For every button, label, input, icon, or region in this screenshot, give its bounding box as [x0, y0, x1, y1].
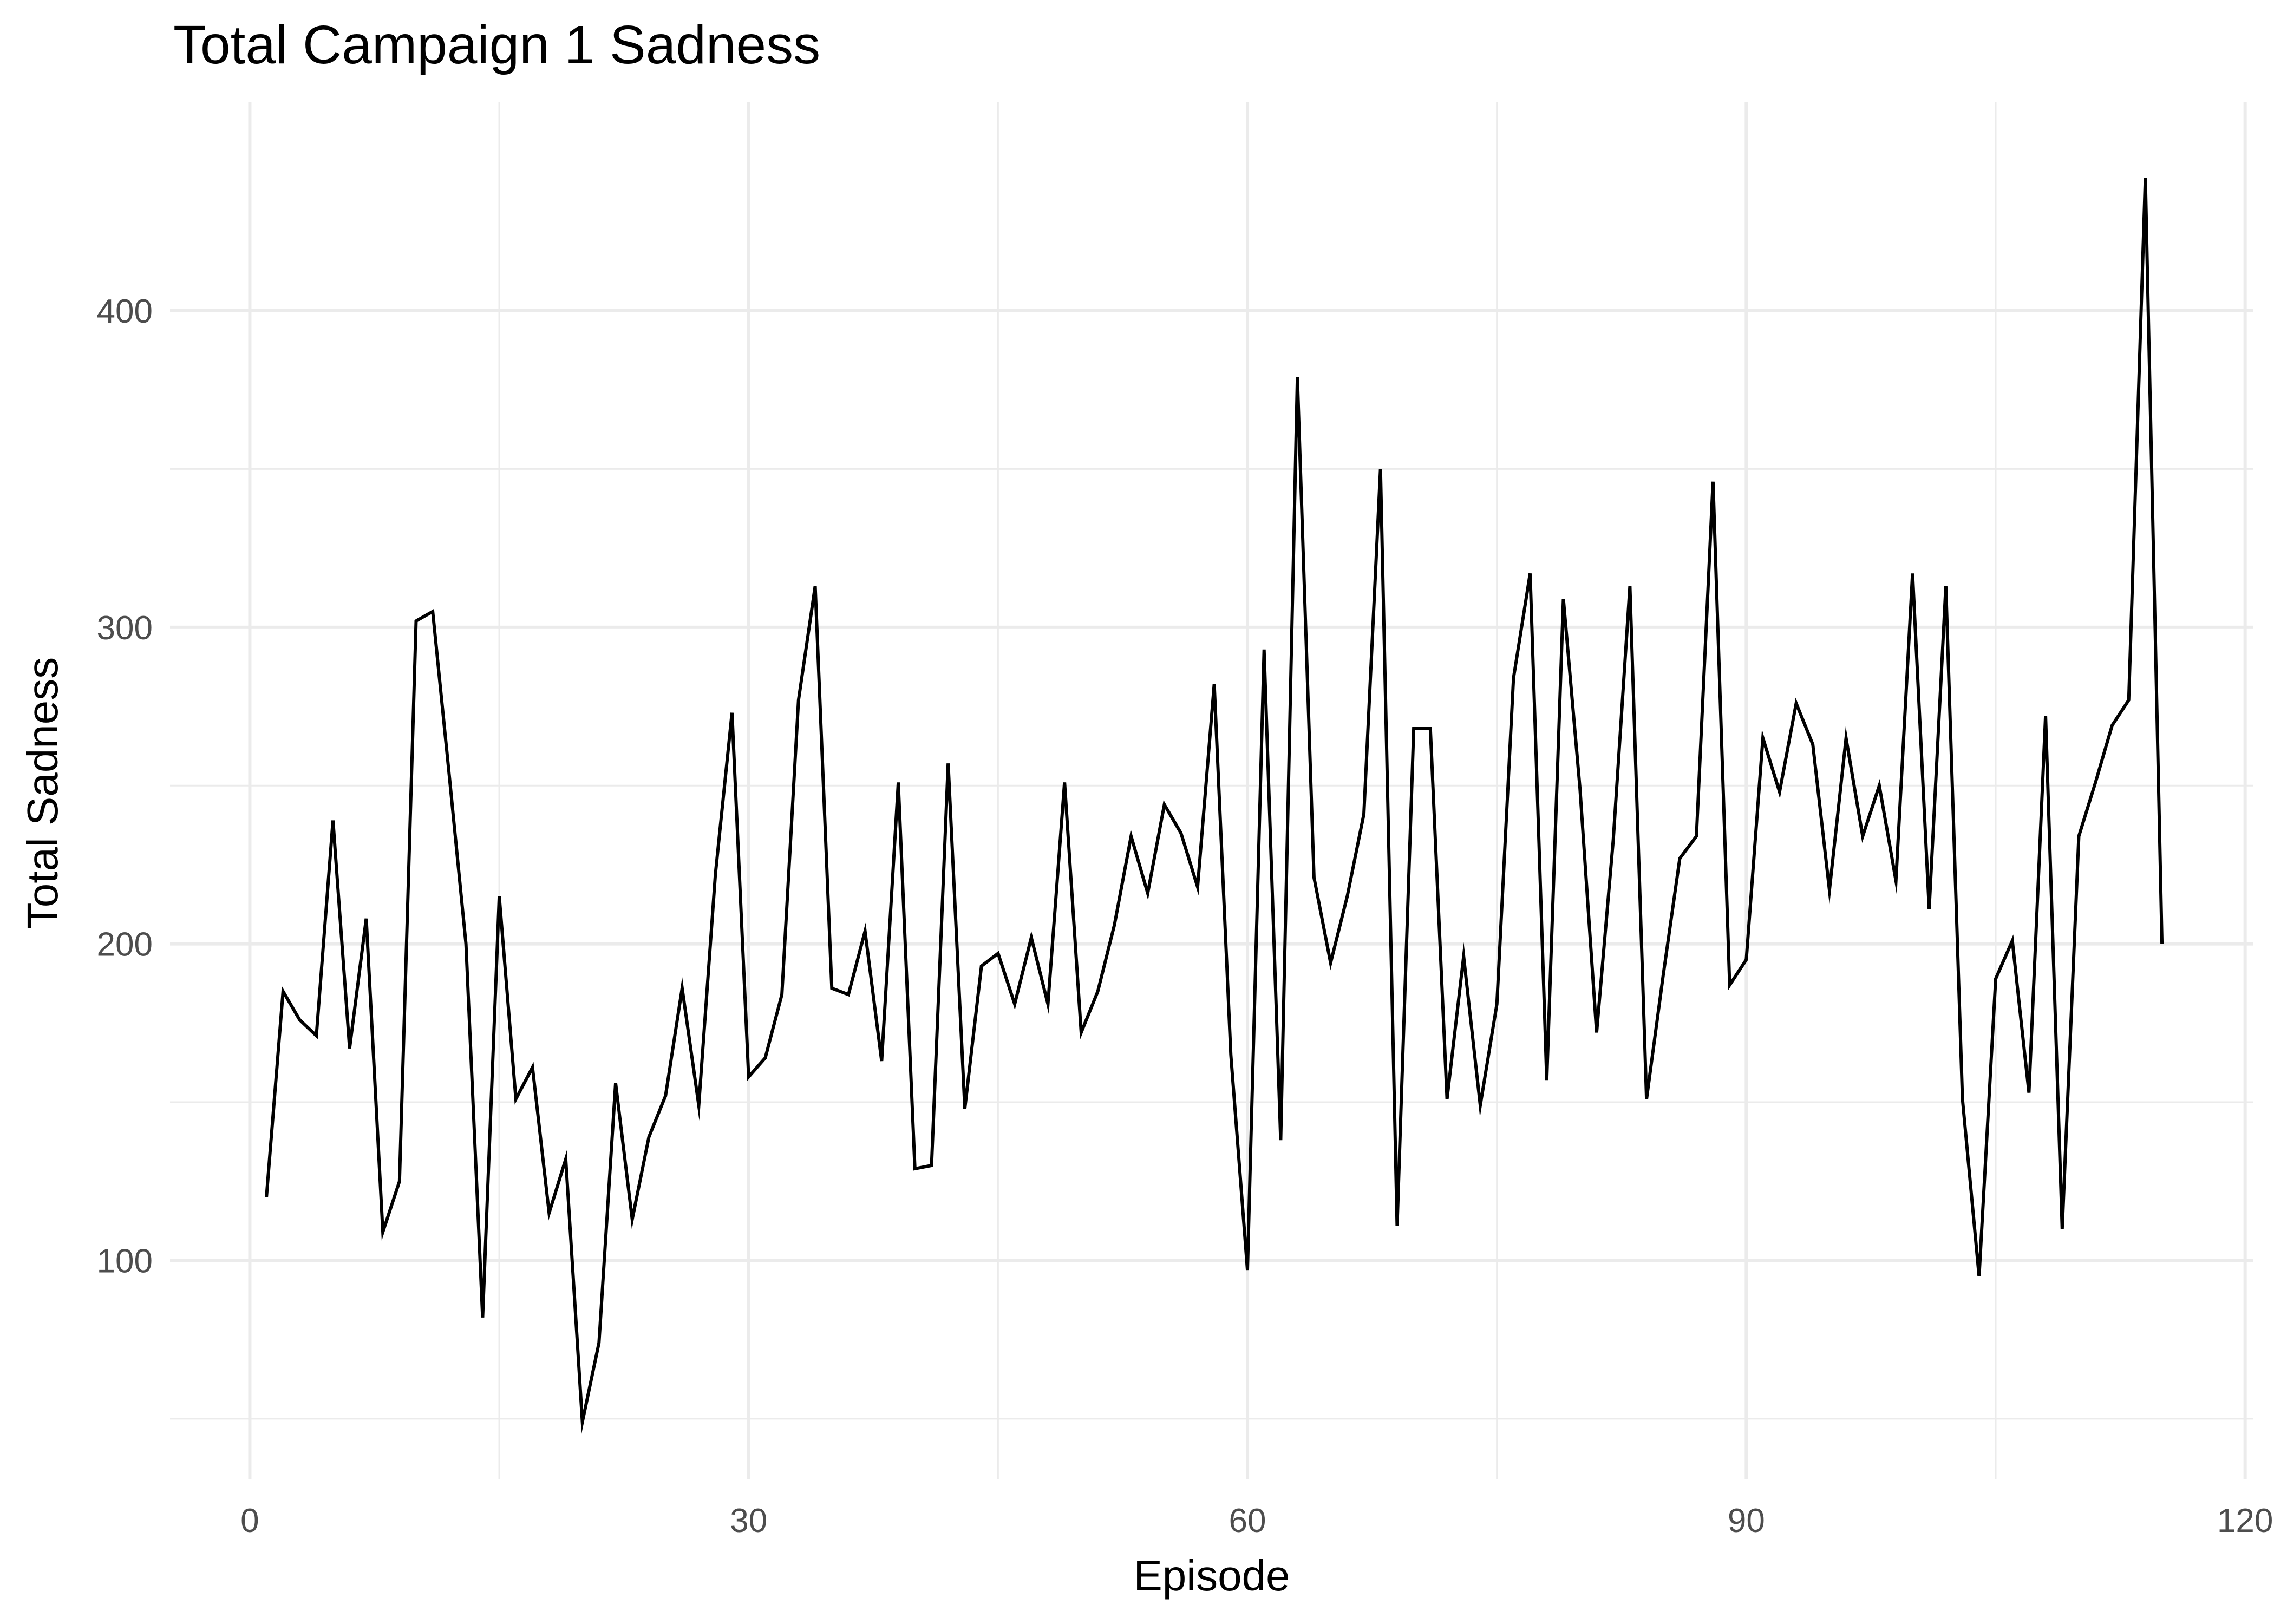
x-tick-label: 30 [730, 1502, 767, 1540]
major-gridlines [170, 102, 2253, 1479]
x-tick-label: 120 [2217, 1502, 2273, 1540]
x-tick-label: 0 [240, 1502, 259, 1540]
chart-title: Total Campaign 1 Sadness [173, 15, 821, 75]
x-axis-title: Episode [1133, 1551, 1290, 1600]
minor-gridlines [170, 102, 2253, 1479]
y-tick-label: 300 [97, 610, 153, 647]
y-axis-ticks: 100 200 300 400 [97, 293, 153, 1280]
series-line [265, 178, 2164, 1434]
x-axis-ticks: 0 30 60 90 120 [240, 1502, 2273, 1540]
x-tick-label: 60 [1229, 1502, 1266, 1540]
x-tick-label: 90 [1728, 1502, 1765, 1540]
y-tick-label: 100 [97, 1242, 153, 1280]
y-axis-title: Total Sadness [18, 657, 67, 929]
y-tick-label: 200 [97, 926, 153, 964]
series-layer [265, 178, 2164, 1434]
y-tick-label: 400 [97, 293, 153, 330]
